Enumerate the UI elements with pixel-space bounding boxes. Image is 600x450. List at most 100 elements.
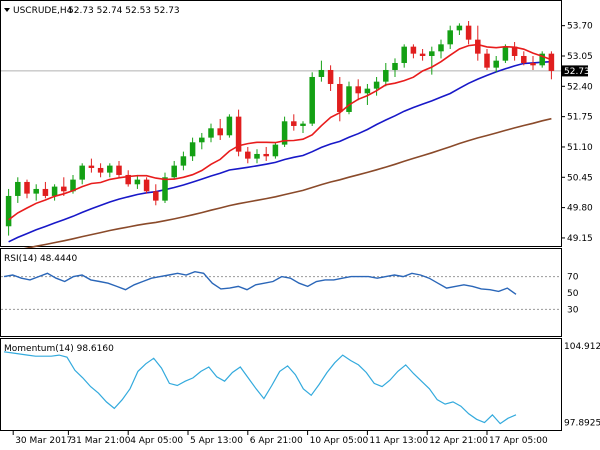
candle-up <box>272 142 279 159</box>
price-tick-label: 51.75 <box>567 113 593 123</box>
candle-up <box>79 163 85 185</box>
candle-down <box>42 181 49 199</box>
rsi-axis: 70 50 30 <box>567 273 579 316</box>
candle-down <box>291 114 297 131</box>
momentum-tick-label: 97.8925 <box>564 419 600 429</box>
candle-up <box>107 163 113 178</box>
candle-up <box>15 177 21 203</box>
triangle-down-icon[interactable] <box>4 8 10 12</box>
candle-up <box>189 137 196 161</box>
candle-up <box>254 149 260 164</box>
candle-down <box>235 109 242 157</box>
candle-up <box>401 44 407 68</box>
candle-down <box>88 158 95 173</box>
price-tick-label: 49.15 <box>567 234 593 244</box>
momentum-title: Momentum(14) 98.6160 <box>4 344 114 354</box>
candle-up <box>447 25 453 49</box>
ma200-line <box>8 117 552 253</box>
candle-up <box>51 184 58 201</box>
candle-up <box>226 114 233 138</box>
candle-down <box>24 179 30 199</box>
price-pane-title: USCRUDE,H4 <box>13 6 73 16</box>
ma50-line <box>8 60 552 243</box>
momentum-axis: 104.9127 97.8925 <box>564 342 600 428</box>
time-tick-label: 30 Mar 2017 <box>15 436 72 446</box>
time-tick-label: 17 Apr 05:00 <box>489 436 548 446</box>
candle-up <box>392 58 398 77</box>
candle-up <box>318 60 325 82</box>
candle-down <box>511 41 518 61</box>
price-tick-label: 50.45 <box>567 173 593 183</box>
candle-down <box>419 48 426 61</box>
momentum-tick-label: 104.9127 <box>564 342 600 352</box>
candle-up <box>383 62 389 87</box>
time-tick-label: 10 Apr 05:00 <box>310 436 369 446</box>
candle-up <box>180 151 187 171</box>
candle-down <box>116 160 122 178</box>
candle-up <box>346 81 352 115</box>
candle-up <box>364 83 371 105</box>
candle-down <box>61 177 67 196</box>
candle-down <box>263 146 269 161</box>
price-axis: 53.70 53.05 52.40 51.75 51.10 50.45 49.80 49.15 <box>561 22 593 244</box>
candle-up <box>456 23 463 35</box>
candle-down <box>245 146 251 164</box>
candle-up <box>134 174 141 189</box>
candle-up <box>5 188 12 236</box>
rsi-title: RSI(14) 48.4440 <box>4 254 77 264</box>
time-tick-label: 5 Apr 13:00 <box>190 436 243 446</box>
momentum-pane <box>0 338 562 431</box>
time-tick-label: 4 Apr 05:00 <box>130 436 183 446</box>
momentum-line <box>3 351 517 425</box>
candle-up <box>539 51 545 68</box>
ohlc-header: 52.73 52.74 52.53 52.73 <box>68 6 180 16</box>
rsi-pane <box>0 248 562 337</box>
candle-down <box>548 51 555 80</box>
candle-down <box>327 65 334 91</box>
rsi-tick-label: 50 <box>567 289 579 299</box>
price-tick-label: 49.80 <box>567 204 593 214</box>
ma20-path <box>8 43 552 221</box>
candle-up <box>171 160 177 180</box>
candle-up <box>309 72 315 126</box>
time-tick-label: 31 Mar 21:00 <box>70 436 130 446</box>
time-tick-label: 11 Apr 13:00 <box>369 436 428 446</box>
candle-down <box>337 76 343 122</box>
candle-down <box>143 177 150 194</box>
time-tick-label: 12 Apr 21:00 <box>429 436 488 446</box>
ma50-path <box>8 60 552 243</box>
candle-up <box>208 123 214 143</box>
candles <box>5 20 555 236</box>
candle-up <box>281 116 288 147</box>
candle-down <box>125 170 131 187</box>
rsi-tick-label: 30 <box>567 305 579 315</box>
last-price-label: 52.73 <box>564 67 590 77</box>
candle-down <box>484 48 490 70</box>
candle-up <box>300 121 306 133</box>
candle-down <box>217 118 223 140</box>
price-tick-label: 53.70 <box>567 22 593 32</box>
last-price-marker: 52.73 <box>562 65 590 77</box>
price-pane <box>0 0 562 247</box>
candle-down <box>465 20 472 45</box>
candle-down <box>521 51 527 66</box>
candle-down <box>475 25 481 61</box>
candle-up <box>373 76 380 96</box>
candle-down <box>153 184 159 206</box>
candle-up <box>199 132 205 150</box>
ma200-path <box>8 117 552 253</box>
candle-down <box>530 55 536 70</box>
candle-up <box>493 55 499 73</box>
rsi-line <box>3 270 517 295</box>
ma20-line <box>8 43 552 221</box>
candle-down <box>97 163 104 178</box>
candle-up <box>429 46 435 75</box>
rsi-tick-label: 70 <box>567 273 579 283</box>
price-tick-label: 53.05 <box>567 52 593 62</box>
time-tick-label: 6 Apr 21:00 <box>250 436 303 446</box>
price-tick-label: 51.10 <box>567 143 593 153</box>
price-tick-label: 52.40 <box>567 82 593 92</box>
candle-up <box>162 172 168 203</box>
candle-down <box>355 79 361 101</box>
